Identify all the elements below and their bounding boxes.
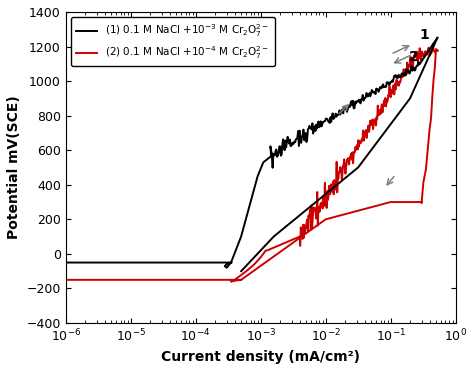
Text: 1: 1	[419, 28, 429, 42]
Legend: (1) 0.1 M NaCl $+10^{-3}$ M Cr$_2$O$_7^{2-}$, (2) 0.1 M NaCl $+10^{-4}$ M Cr$_2$: (1) 0.1 M NaCl $+10^{-3}$ M Cr$_2$O$_7^{…	[71, 17, 275, 66]
Text: 2: 2	[409, 50, 419, 64]
X-axis label: Current density (mA/cm²): Current density (mA/cm²)	[161, 350, 360, 364]
Y-axis label: Potential mV(SCE): Potential mV(SCE)	[7, 96, 21, 239]
